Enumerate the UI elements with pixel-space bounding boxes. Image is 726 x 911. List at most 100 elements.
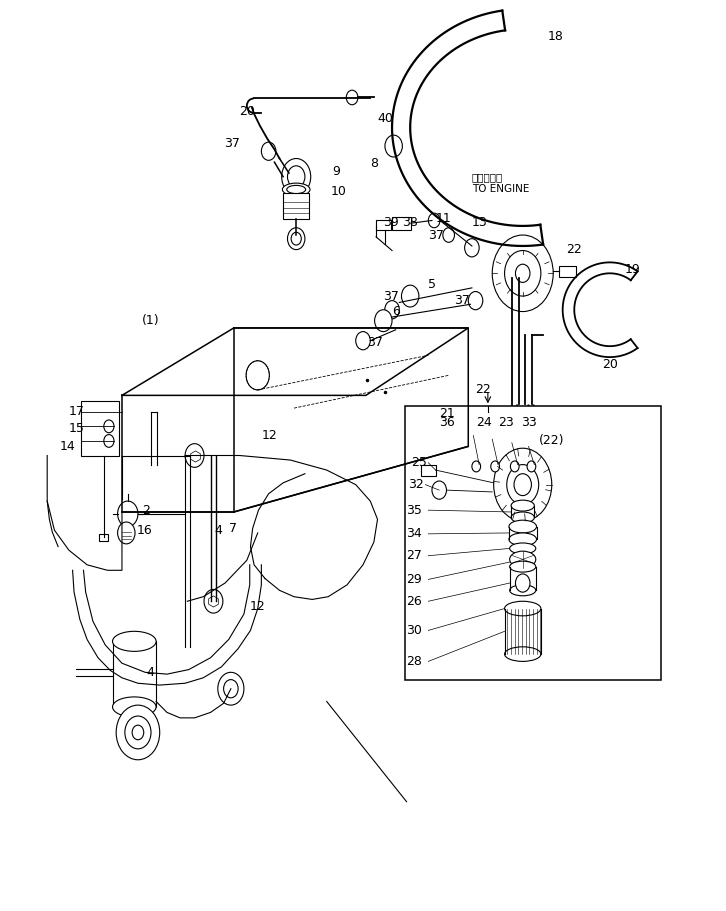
Text: 14: 14	[60, 440, 76, 453]
Text: 34: 34	[407, 527, 423, 540]
Circle shape	[287, 228, 305, 250]
Text: 7: 7	[229, 522, 237, 535]
Circle shape	[291, 232, 301, 245]
Text: 16: 16	[136, 524, 152, 537]
Circle shape	[494, 448, 552, 521]
Text: 36: 36	[439, 416, 455, 429]
Text: 35: 35	[407, 504, 423, 517]
Circle shape	[125, 716, 151, 749]
Circle shape	[287, 166, 305, 188]
Ellipse shape	[509, 533, 537, 546]
Bar	[113, 641, 156, 707]
Text: 38: 38	[402, 216, 418, 229]
Circle shape	[514, 474, 531, 496]
Text: 27: 27	[407, 549, 423, 562]
Text: 13: 13	[472, 216, 488, 229]
Ellipse shape	[511, 500, 534, 511]
Circle shape	[515, 264, 530, 282]
Text: 30: 30	[407, 624, 423, 637]
Circle shape	[104, 435, 114, 447]
Text: 25: 25	[411, 456, 427, 469]
Text: (22): (22)	[539, 435, 564, 447]
Text: (1): (1)	[142, 314, 159, 327]
Text: 2: 2	[142, 504, 150, 517]
Text: 39: 39	[383, 216, 399, 229]
Circle shape	[185, 444, 204, 467]
Text: 22: 22	[476, 384, 492, 396]
Text: 23: 23	[498, 416, 514, 429]
Circle shape	[261, 142, 276, 160]
Bar	[81, 401, 119, 456]
Text: 22: 22	[566, 243, 582, 256]
Bar	[405, 406, 661, 680]
Text: 4: 4	[214, 524, 222, 537]
Text: 37: 37	[367, 336, 383, 349]
Text: エンジンへ: エンジンへ	[472, 172, 503, 181]
Circle shape	[428, 213, 440, 228]
Ellipse shape	[113, 631, 156, 651]
Circle shape	[118, 522, 135, 544]
Circle shape	[507, 465, 539, 505]
Bar	[392, 217, 411, 230]
Ellipse shape	[282, 183, 310, 196]
Text: 37: 37	[454, 294, 470, 307]
Circle shape	[375, 310, 392, 332]
Text: 37: 37	[383, 291, 399, 303]
Circle shape	[246, 361, 269, 390]
Circle shape	[356, 332, 370, 350]
Bar	[376, 220, 391, 230]
Text: 10: 10	[331, 185, 347, 198]
Text: 18: 18	[548, 30, 564, 43]
Ellipse shape	[113, 697, 156, 717]
Circle shape	[491, 461, 499, 472]
Bar	[559, 266, 576, 277]
Circle shape	[472, 461, 481, 472]
Circle shape	[204, 589, 223, 613]
Circle shape	[527, 461, 536, 472]
Circle shape	[401, 285, 419, 307]
Ellipse shape	[510, 561, 536, 572]
Text: 8: 8	[370, 158, 378, 170]
Text: 40: 40	[378, 112, 393, 125]
Text: 9: 9	[333, 165, 340, 178]
Text: 17: 17	[69, 405, 85, 418]
Circle shape	[224, 680, 238, 698]
Text: 20: 20	[240, 105, 256, 118]
Ellipse shape	[510, 603, 536, 614]
Circle shape	[432, 481, 446, 499]
Text: 28: 28	[407, 655, 423, 668]
Ellipse shape	[510, 543, 536, 554]
Circle shape	[132, 725, 144, 740]
Text: 12: 12	[250, 600, 266, 613]
Ellipse shape	[509, 520, 537, 533]
Text: 6: 6	[392, 305, 400, 318]
Text: 24: 24	[476, 416, 492, 429]
Bar	[421, 465, 436, 476]
Ellipse shape	[510, 585, 536, 596]
Ellipse shape	[287, 185, 306, 193]
Circle shape	[385, 301, 399, 319]
Ellipse shape	[505, 601, 541, 616]
Text: 12: 12	[261, 429, 277, 442]
Text: 20: 20	[603, 358, 619, 371]
Text: 11: 11	[436, 212, 452, 225]
Circle shape	[104, 420, 114, 433]
Circle shape	[282, 159, 311, 195]
Text: 15: 15	[69, 422, 85, 435]
Circle shape	[505, 251, 541, 296]
Text: 26: 26	[407, 595, 423, 608]
Circle shape	[116, 705, 160, 760]
Ellipse shape	[505, 647, 541, 661]
Ellipse shape	[510, 551, 536, 568]
Circle shape	[218, 672, 244, 705]
Circle shape	[492, 235, 553, 312]
Ellipse shape	[511, 512, 534, 523]
Circle shape	[118, 501, 138, 527]
Text: 37: 37	[224, 138, 240, 150]
Text: 4: 4	[147, 666, 155, 679]
Text: 33: 33	[521, 416, 537, 429]
Circle shape	[515, 574, 530, 592]
Circle shape	[465, 239, 479, 257]
Text: 29: 29	[407, 573, 423, 586]
Circle shape	[468, 292, 483, 310]
